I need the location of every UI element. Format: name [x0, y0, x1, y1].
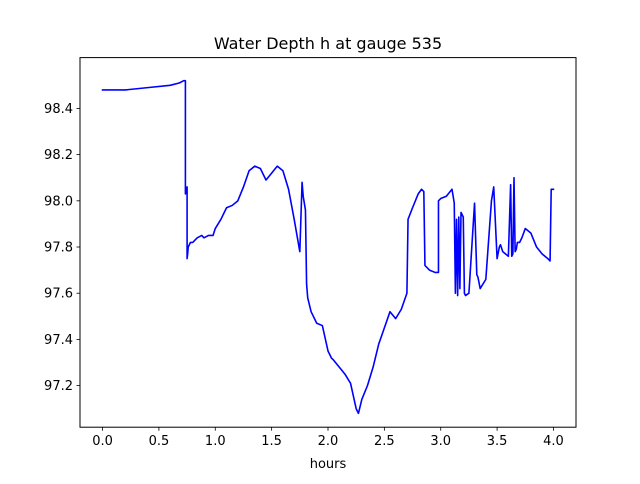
- x-axis-title: hours: [310, 457, 347, 472]
- x-tick-label: 2.5: [374, 434, 395, 449]
- x-tick-label: 0.0: [92, 434, 113, 449]
- x-tick-label: 4.0: [543, 434, 564, 449]
- y-tick-label: 98.4: [44, 102, 73, 117]
- x-tick-label: 3.5: [487, 434, 508, 449]
- y-tick-label: 98.0: [44, 194, 73, 209]
- x-tick-label: 1.0: [205, 434, 226, 449]
- y-tick-label: 97.8: [44, 241, 73, 256]
- x-tick-label: 3.0: [430, 434, 451, 449]
- series-layer: [101, 79, 555, 415]
- y-tick-label: 97.2: [44, 379, 73, 394]
- series-line: [101, 79, 555, 415]
- plot-area: [80, 57, 576, 428]
- y-tick-label: 98.2: [44, 148, 73, 163]
- plot-frame: [79, 57, 577, 428]
- x-tick-label: 0.5: [149, 434, 170, 449]
- y-tick-label: 97.4: [44, 333, 73, 348]
- x-tick-label: 2.0: [318, 434, 339, 449]
- x-tick-label: 1.5: [261, 434, 282, 449]
- y-tick-label: 97.6: [44, 287, 73, 302]
- chart-title: Water Depth h at gauge 535: [214, 34, 442, 53]
- axis-ticks: 0.0 0.5 1.0 1.5 2.0 2.5 3.0 3.5 4.0 97.2 97.4 97.6 9…: [44, 102, 564, 449]
